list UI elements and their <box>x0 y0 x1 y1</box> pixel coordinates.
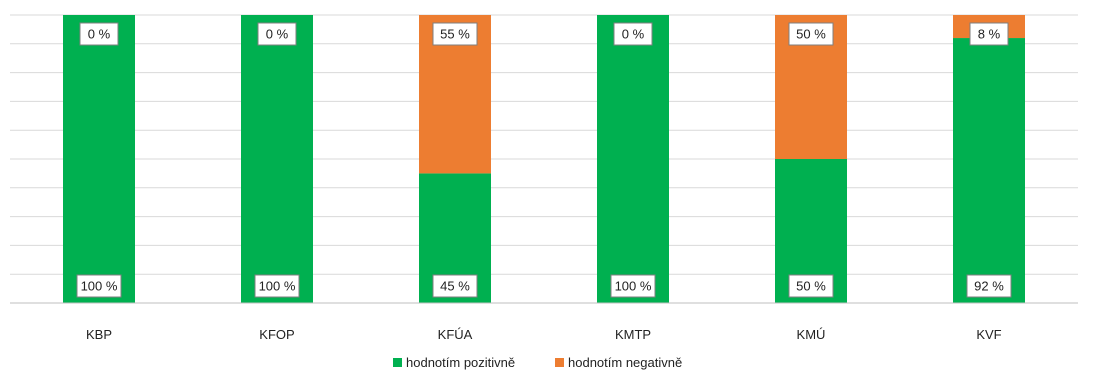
data-label-text: 55 % <box>440 27 470 42</box>
data-label-box <box>788 22 834 46</box>
data-label-box <box>76 274 122 298</box>
legend-item: hodnotím negativně <box>555 355 682 370</box>
x-tick-label: KMTP <box>615 327 651 342</box>
data-label-text: 0 % <box>266 27 289 42</box>
x-tick-label: KMÚ <box>797 327 826 342</box>
data-label-positive-KFOP: 100 % <box>254 274 300 298</box>
legend-swatch <box>555 358 564 367</box>
data-label-text: 45 % <box>440 279 470 294</box>
data-label-negative-KMÚ: 50 % <box>788 22 834 46</box>
data-label-positive-KVF: 92 % <box>966 274 1012 298</box>
data-label-positive-KMTP: 100 % <box>610 274 656 298</box>
data-label-box <box>613 22 653 46</box>
legend-swatch <box>393 358 402 367</box>
bar-positive-KVF <box>953 38 1025 303</box>
x-axis: KBP KFOP KFÚA KMTP KMÚ KVF <box>10 302 1078 342</box>
data-label-text: 92 % <box>974 279 1004 294</box>
data-labels: 0 % 100 % 0 % 100 % 55 % 45 % 0 % 100 % 50 % 50 %… <box>76 22 1012 298</box>
data-label-negative-KMTP: 0 % <box>613 22 653 46</box>
bars <box>63 15 1025 303</box>
data-label-negative-KVF: 8 % <box>969 22 1009 46</box>
data-label-negative-KFÚA: 55 % <box>432 22 478 46</box>
legend-label: hodnotím negativně <box>568 355 682 370</box>
bar-positive-KBP <box>63 15 135 303</box>
data-label-text: 50 % <box>796 27 826 42</box>
data-label-positive-KBP: 100 % <box>76 274 122 298</box>
legend-label: hodnotím pozitivně <box>406 355 515 370</box>
data-label-text: 100 % <box>259 279 296 294</box>
data-label-positive-KMÚ: 50 % <box>788 274 834 298</box>
data-label-box <box>254 274 300 298</box>
data-label-box <box>432 274 478 298</box>
data-label-text: 100 % <box>615 279 652 294</box>
data-label-negative-KBP: 0 % <box>79 22 119 46</box>
data-label-text: 0 % <box>622 27 645 42</box>
bar-positive-KFOP <box>241 15 313 303</box>
data-label-box <box>610 274 656 298</box>
data-label-text: 100 % <box>81 279 118 294</box>
data-label-negative-KFOP: 0 % <box>257 22 297 46</box>
data-label-box <box>257 22 297 46</box>
gridlines <box>10 14 1078 275</box>
data-label-text: 8 % <box>978 27 1001 42</box>
data-label-box <box>432 22 478 46</box>
data-label-box <box>966 274 1012 298</box>
data-label-text: 50 % <box>796 279 826 294</box>
bar-positive-KMTP <box>597 15 669 303</box>
data-label-box <box>79 22 119 46</box>
data-label-box <box>969 22 1009 46</box>
data-label-box <box>788 274 834 298</box>
legend: hodnotím pozitivně hodnotím negativně <box>393 355 682 370</box>
x-tick-label: KVF <box>976 327 1001 342</box>
x-tick-label: KFOP <box>259 327 294 342</box>
data-label-positive-KFÚA: 45 % <box>432 274 478 298</box>
data-label-text: 0 % <box>88 27 111 42</box>
legend-item: hodnotím pozitivně <box>393 355 515 370</box>
x-tick-label: KFÚA <box>438 327 473 342</box>
x-tick-label: KBP <box>86 327 112 342</box>
